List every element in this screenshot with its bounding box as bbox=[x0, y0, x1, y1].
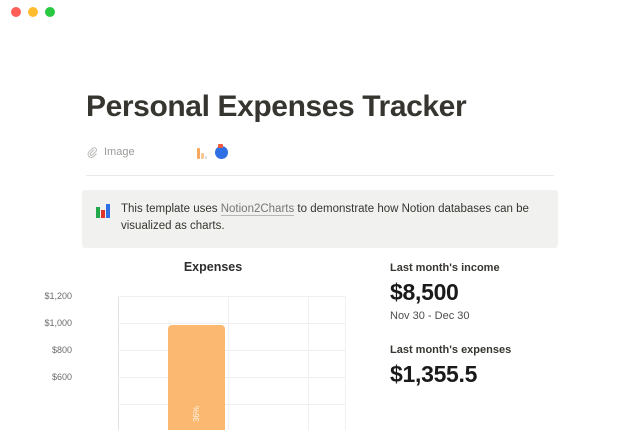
expenses-chart: Expenses $1,200 $1,000 $800 $600 36% bbox=[44, 260, 348, 430]
blue-circle-thumbnail-icon[interactable] bbox=[215, 143, 228, 159]
stats-panel: Last month's income $8,500 Nov 30 - Dec … bbox=[390, 262, 600, 409]
chart-gridline-h bbox=[118, 350, 346, 351]
chart-plot-area: $1,200 $1,000 $800 $600 36% bbox=[44, 291, 346, 430]
property-label-text: Image bbox=[104, 146, 135, 158]
stat-label: Last month's income bbox=[390, 262, 500, 274]
divider bbox=[86, 175, 554, 176]
page-content: Personal Expenses Tracker Image This tem… bbox=[0, 30, 640, 430]
zoom-window-button[interactable] bbox=[45, 7, 55, 17]
chart-ytick-label: $600 bbox=[51, 372, 72, 382]
callout-text-after: to demonstrate how Notion databases can … bbox=[121, 203, 529, 232]
chart-y-axis bbox=[118, 296, 119, 430]
chart-title: Expenses bbox=[183, 260, 243, 274]
property-value[interactable] bbox=[196, 143, 228, 159]
property-label[interactable]: Image bbox=[86, 146, 196, 158]
chart-gridline-v bbox=[308, 296, 309, 430]
stat-date-range: Nov 30 - Dec 30 bbox=[390, 310, 470, 322]
chart-gridline-h bbox=[118, 377, 346, 378]
stat-value: $8,500 bbox=[390, 279, 459, 305]
stat-value: $1,355.5 bbox=[390, 361, 478, 387]
callout-text: This template uses Notion2Charts to demo… bbox=[121, 201, 544, 235]
chart-gridline-h bbox=[118, 296, 346, 297]
chart-ytick-label: $1,200 bbox=[44, 291, 72, 301]
page-property-row: Image bbox=[86, 142, 228, 162]
chart-gridline-v bbox=[345, 296, 346, 430]
window-title-bar bbox=[0, 0, 640, 30]
chart-ytick-label: $800 bbox=[51, 345, 72, 355]
bar-chart-icon bbox=[96, 202, 111, 218]
paperclip-icon bbox=[86, 146, 98, 158]
chart-ytick-label: $1,000 bbox=[44, 318, 72, 328]
notion2charts-link[interactable]: Notion2Charts bbox=[220, 203, 295, 216]
chart-bar[interactable]: 36% bbox=[168, 325, 225, 430]
callout-block: This template uses Notion2Charts to demo… bbox=[82, 190, 558, 248]
stat-card-expenses: Last month's expenses $1,355.5 bbox=[390, 344, 600, 387]
stat-card-income: Last month's income $8,500 Nov 30 - Dec … bbox=[390, 262, 600, 322]
chart-gridline-h bbox=[118, 323, 346, 324]
minimize-window-button[interactable] bbox=[28, 7, 38, 17]
page-title[interactable]: Personal Expenses Tracker bbox=[86, 90, 467, 123]
callout-text-before: This template uses bbox=[121, 203, 221, 215]
traffic-lights bbox=[11, 7, 55, 17]
chart-bar-label: 36% bbox=[192, 405, 201, 422]
bar-chart-thumbnail-icon[interactable] bbox=[196, 145, 208, 159]
stat-label: Last month's expenses bbox=[390, 344, 512, 356]
chart-gridline-h bbox=[118, 404, 346, 405]
close-window-button[interactable] bbox=[11, 7, 21, 17]
chart-gridline-v bbox=[228, 296, 229, 430]
